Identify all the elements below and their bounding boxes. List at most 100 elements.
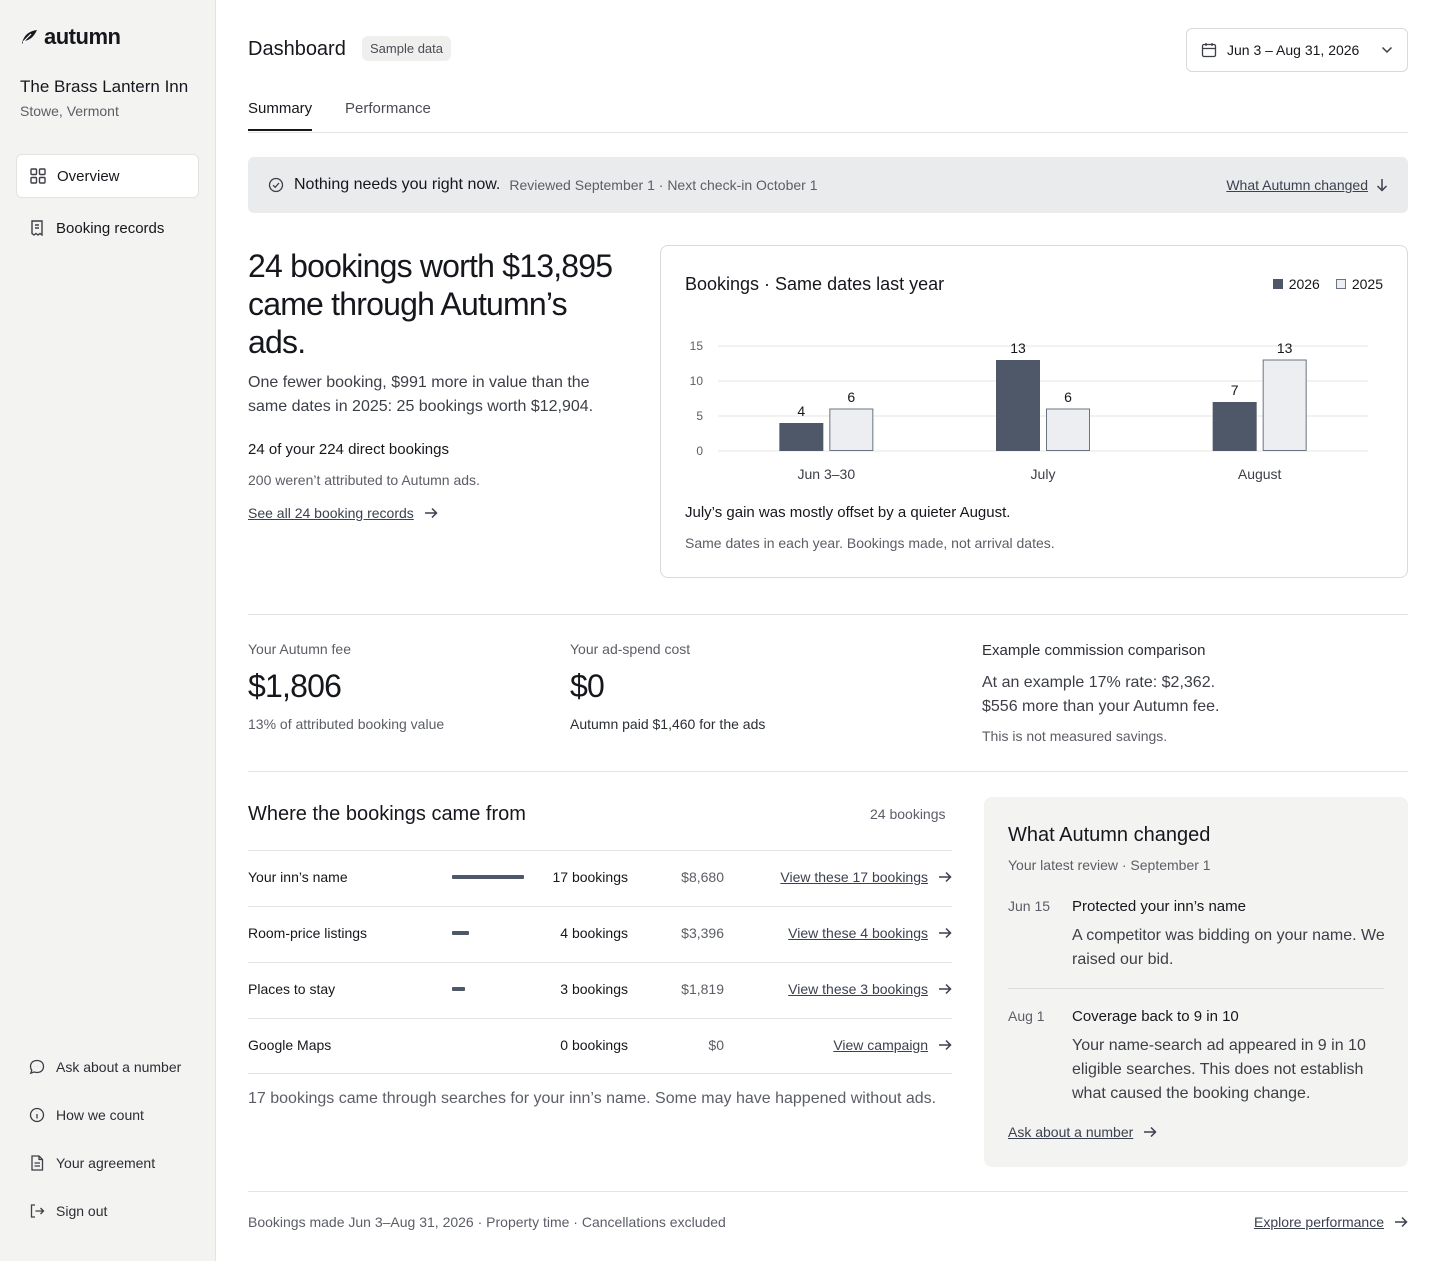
arrow-right-icon [938,927,952,939]
source-name: Your inn’s name [248,869,348,885]
arrow-right-icon [1394,1216,1408,1228]
sidebar-footer-label: How we count [56,1107,144,1123]
sidebar-item-overview[interactable]: Overview [16,154,199,198]
sidebar-item-label: Booking records [56,219,165,237]
sidebar-item-label: Overview [57,167,120,185]
source-value: $8,680 [681,869,724,885]
source-bookings: 3 bookings [560,981,628,997]
see-all-label: See all 24 booking records [248,505,414,521]
bookings-chart-card: Bookings · Same dates last year 2026 202… [660,245,1408,578]
chart-legend: 2026 2025 [1272,276,1383,292]
status-banner: Nothing needs you right now. Reviewed Se… [248,157,1408,213]
source-value: $1,819 [681,981,724,997]
sidebar-sign-out[interactable]: Sign out [16,1193,199,1229]
chat-bubble-icon [28,1058,46,1076]
view-link-label: View these 3 bookings [788,981,928,997]
sources-title: Where the bookings came from [248,803,526,825]
property-name: The Brass Lantern Inn [20,77,189,96]
sidebar-ask-about-number[interactable]: Ask about a number [16,1049,199,1085]
see-all-booking-records-link[interactable]: See all 24 booking records [248,505,438,521]
divider [248,1191,1408,1192]
data-label: 7 [1231,382,1239,398]
view-bookings-link[interactable]: View these 3 bookings [788,981,952,997]
check-circle-icon [268,177,284,193]
change-body: Your name-search ad appeared in 9 in 10 … [1072,1037,1366,1102]
chevron-down-icon [1381,46,1393,54]
data-label: 6 [1064,389,1072,405]
ad-spend-value: $0 [570,668,605,704]
explore-link-label: Explore performance [1254,1214,1384,1230]
banner-headline: Nothing needs you right now. [294,176,501,193]
source-name: Room-price listings [248,925,368,941]
autumn-fee-value: $1,806 [248,668,342,704]
commission-comparison-title: Example commission comparison [982,642,1206,659]
logo[interactable]: autumn [20,24,121,50]
date-range-label: Jun 3 – Aug 31, 2026 [1227,42,1360,58]
view-campaign-link[interactable]: View campaign [833,1037,952,1053]
tab-performance[interactable]: Performance [345,100,431,117]
change-heading: Protected your inn’s name [1072,898,1246,915]
sources-footnote: 17 bookings came through searches for yo… [248,1090,937,1107]
view-link-label: View these 4 bookings [788,925,928,941]
data-label: 6 [847,389,855,405]
ad-spend-label: Your ad-spend cost [570,641,691,657]
what-autumn-changed-link[interactable]: What Autumn changed [1226,157,1388,213]
x-tick-label: August [1238,466,1282,482]
commission-comparison-body: At an example 17% rate: $2,362. $556 mor… [982,671,1219,719]
sidebar: autumn The Brass Lantern Inn Stowe, Verm… [0,0,216,1261]
chart-title: Bookings · Same dates last year [685,274,945,294]
main-content: Dashboard Sample data Jun 3 – Aug 31, 20… [248,0,1408,1261]
change-heading: Coverage back to 9 in 10 [1072,1008,1239,1025]
banner-detail: Reviewed September 1 · Next check-in Oct… [509,177,818,193]
x-tick-label: July [1031,466,1056,482]
arrow-right-icon [938,1039,952,1051]
legend-swatch-2025 [1335,279,1346,289]
source-value: $3,396 [681,925,724,941]
autumn-fee-subtext: 13% of attributed booking value [248,716,445,732]
arrow-right-icon [938,983,952,995]
calendar-icon [1201,42,1217,58]
logo-text: autumn [44,24,121,49]
y-tick-label: 10 [690,374,704,388]
table-row: Places to stay 3 bookings $1,819 View th… [248,962,952,1018]
commission-line-1: At an example 17% rate: $2,362. [982,674,1216,691]
sidebar-item-booking-records[interactable]: Booking records [16,206,199,250]
sample-data-badge: Sample data [362,36,451,61]
view-bookings-link[interactable]: View these 17 bookings [780,869,952,885]
direct-bookings-subtext: 200 weren’t attributed to Autumn ads. [248,472,480,488]
ask-about-number-link[interactable]: Ask about a number [1008,1124,1157,1140]
divider [1008,988,1384,989]
sidebar-how-we-count[interactable]: How we count [16,1097,199,1133]
divider [248,771,1408,772]
legend-item-2025: 2025 [1335,276,1383,292]
chart-note: July’s gain was mostly offset by a quiet… [685,504,1011,521]
grid-icon [29,167,47,185]
sidebar-footer-label: Ask about a number [56,1059,182,1075]
source-bookings: 4 bookings [560,925,628,941]
commission-comparison-note: This is not measured savings. [982,728,1168,744]
sidebar-your-agreement[interactable]: Your agreement [16,1145,199,1181]
hero-headline: 24 bookings worth $13,895 came through A… [248,248,613,360]
data-label: 4 [797,403,805,419]
table-row: Room-price listings 4 bookings $3,396 Vi… [248,906,952,962]
commission-line-2: $556 more than your Autumn fee. [982,698,1220,715]
source-value: $0 [708,1037,724,1053]
legend-swatch-2026 [1272,279,1283,289]
explore-performance-link[interactable]: Explore performance [1254,1214,1408,1230]
bar-2026 [779,423,824,451]
date-range-picker[interactable]: Jun 3 – Aug 31, 2026 [1186,28,1408,72]
direct-bookings-line: 24 of your 224 direct bookings [248,441,449,458]
bar-2026 [1212,402,1257,451]
source-bookings: 17 bookings [552,869,628,885]
source-name: Places to stay [248,981,336,997]
source-bookings: 0 bookings [560,1037,628,1053]
x-tick-label: Jun 3–30 [798,466,856,482]
arrow-right-icon [1143,1126,1157,1138]
sidebar-footer-label: Your agreement [56,1155,156,1171]
tab-summary[interactable]: Summary [248,100,313,131]
data-label: 13 [1277,340,1293,356]
y-tick-label: 15 [690,339,704,353]
view-bookings-link[interactable]: View these 4 bookings [788,925,952,941]
table-row: Your inn’s name 17 bookings $8,680 View … [248,850,952,906]
divider [248,614,1408,615]
